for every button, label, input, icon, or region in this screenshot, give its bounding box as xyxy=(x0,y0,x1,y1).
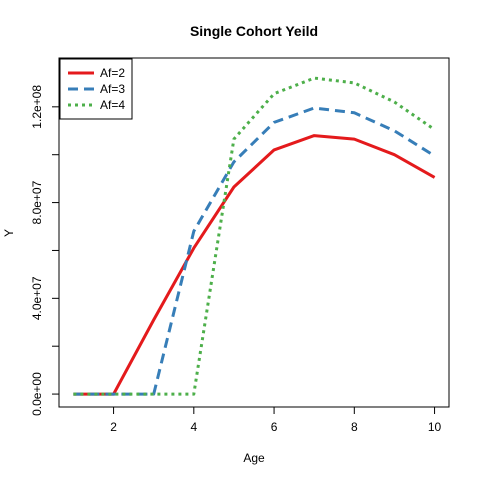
y-axis: 0.0e+00 4.0e+07 8.0e+07 1.2e+08 xyxy=(30,85,59,416)
legend-label: Af=3 xyxy=(100,82,125,96)
legend-label: Af=2 xyxy=(100,66,125,80)
y-tick-label: 8.0e+07 xyxy=(30,180,44,224)
y-tick-label: 4.0e+07 xyxy=(30,276,44,320)
x-tick-label: 2 xyxy=(110,420,117,434)
series-line-af-3 xyxy=(73,106,436,396)
series-line-af-2 xyxy=(73,134,436,396)
x-tick-label: 10 xyxy=(428,420,442,434)
chart-title: Single Cohort Yeild xyxy=(190,23,318,39)
x-tick-label: 6 xyxy=(271,420,278,434)
x-axis-label: Age xyxy=(243,451,265,465)
legend-label: Af=4 xyxy=(100,98,125,112)
x-tick-label: 8 xyxy=(351,420,358,434)
y-tick-label: 0.0e+00 xyxy=(30,372,44,416)
x-axis: 2 4 6 8 10 xyxy=(110,407,442,434)
y-axis-label: Y xyxy=(2,229,16,237)
legend-box xyxy=(59,58,133,120)
x-tick-label: 4 xyxy=(190,420,197,434)
series-layer xyxy=(73,76,436,396)
legend: Af=2 Af=3 Af=4 xyxy=(59,58,133,120)
series-line-af-4 xyxy=(73,76,436,396)
plot-frame xyxy=(58,57,450,408)
y-tick-label: 1.2e+08 xyxy=(30,85,44,129)
